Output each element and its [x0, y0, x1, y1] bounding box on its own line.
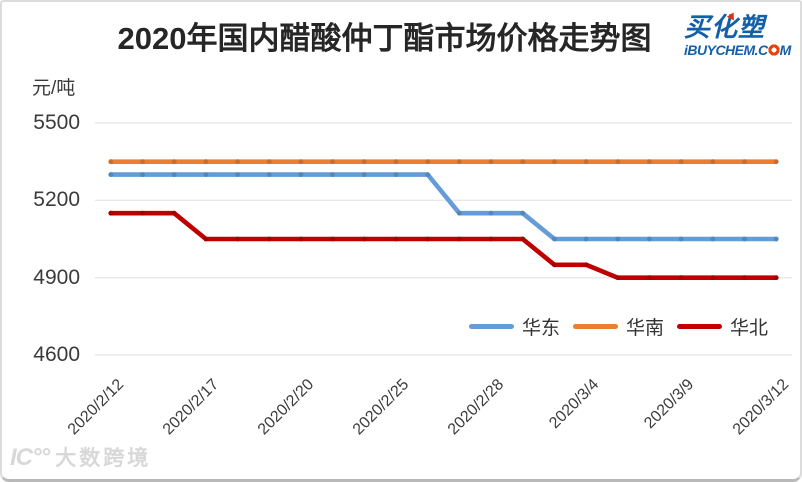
data-point: [488, 236, 494, 242]
data-point: [678, 275, 684, 281]
legend-swatch: [572, 323, 618, 330]
data-point: [330, 172, 335, 178]
data-point: [583, 159, 589, 165]
ibuychem-logo: 买化塑 iBUYCHEM.C M: [684, 10, 792, 58]
data-point: [298, 236, 304, 242]
data-point: [266, 236, 272, 242]
watermark-logo-icon: IC°°: [10, 444, 50, 471]
data-point: [235, 236, 241, 242]
data-point: [203, 236, 209, 242]
y-axis-unit-label: 元/吨: [32, 78, 76, 99]
data-point: [552, 159, 557, 165]
data-point: [742, 236, 747, 242]
data-point: [266, 172, 272, 178]
data-point: [393, 236, 399, 242]
data-point: [520, 159, 526, 165]
watermark: IC°° 大数跨境: [10, 446, 151, 470]
data-point: [235, 159, 241, 165]
data-point: [710, 275, 716, 281]
y-tick-label: 4600: [33, 343, 80, 366]
data-point: [266, 159, 272, 165]
data-point: [108, 210, 114, 216]
y-tick-label: 5500: [33, 111, 80, 134]
data-point: [647, 236, 652, 242]
legend-swatch: [468, 323, 514, 330]
data-point: [678, 159, 684, 165]
data-point: [583, 262, 589, 268]
data-point: [773, 159, 779, 165]
data-point: [140, 172, 145, 178]
data-point: [615, 275, 621, 281]
data-point: [615, 236, 621, 242]
legend-item-华东: 华东: [468, 313, 560, 340]
data-point: [615, 159, 621, 165]
data-point: [171, 172, 177, 178]
data-point: [456, 236, 462, 242]
data-point: [171, 159, 177, 165]
data-point: [298, 159, 304, 165]
data-point: [678, 236, 684, 242]
legend-label: 华北: [729, 318, 768, 339]
data-point: [583, 236, 589, 242]
legend-swatch: [676, 323, 722, 330]
data-point: [203, 159, 209, 165]
data-point: [488, 210, 494, 216]
data-point: [298, 172, 304, 178]
data-point: [773, 236, 779, 242]
data-point: [108, 172, 114, 178]
data-point: [552, 236, 557, 242]
series-line-华北: [108, 210, 779, 281]
series-line-华东: [108, 172, 779, 242]
data-point: [742, 275, 747, 281]
logo-chinese-text: 买化塑: [684, 10, 766, 42]
data-point: [456, 210, 462, 216]
data-point: [647, 159, 652, 165]
data-point: [171, 210, 177, 216]
watermark-text: 大数跨境: [55, 446, 152, 470]
legend-label: 华南: [625, 318, 664, 339]
y-tick-label: 5200: [33, 188, 80, 212]
logo-gear-o-icon: [767, 44, 780, 56]
data-point: [425, 236, 431, 242]
legend-item-华南: 华南: [572, 313, 664, 340]
data-point: [425, 172, 431, 178]
data-point: [140, 159, 145, 165]
data-point: [361, 236, 367, 242]
legend-label: 华东: [521, 318, 560, 339]
data-point: [361, 172, 367, 178]
data-point: [108, 159, 114, 165]
data-point: [488, 159, 494, 165]
legend-item-华北: 华北: [676, 313, 768, 340]
data-point: [235, 172, 241, 178]
data-point: [330, 236, 335, 242]
logo-domain-text: iBUYCHEM.C M: [684, 42, 791, 58]
chart-legend: 华东 华南 华北: [468, 313, 768, 340]
data-point: [425, 159, 431, 165]
data-point: [456, 159, 462, 165]
y-tick-label: 4900: [33, 265, 80, 289]
data-point: [710, 159, 716, 165]
data-point: [742, 159, 747, 165]
data-point: [520, 210, 526, 216]
data-point: [203, 172, 209, 178]
data-point: [552, 262, 557, 268]
data-point: [393, 172, 399, 178]
data-point: [773, 275, 779, 281]
data-point: [140, 210, 145, 216]
data-point: [330, 159, 335, 165]
data-point: [647, 275, 652, 281]
chart-title: 2020年国内醋酸仲丁酯市场价格走势图: [117, 21, 652, 56]
data-point: [393, 159, 399, 165]
data-point: [710, 236, 716, 242]
data-point: [361, 159, 367, 165]
data-point: [520, 236, 526, 242]
